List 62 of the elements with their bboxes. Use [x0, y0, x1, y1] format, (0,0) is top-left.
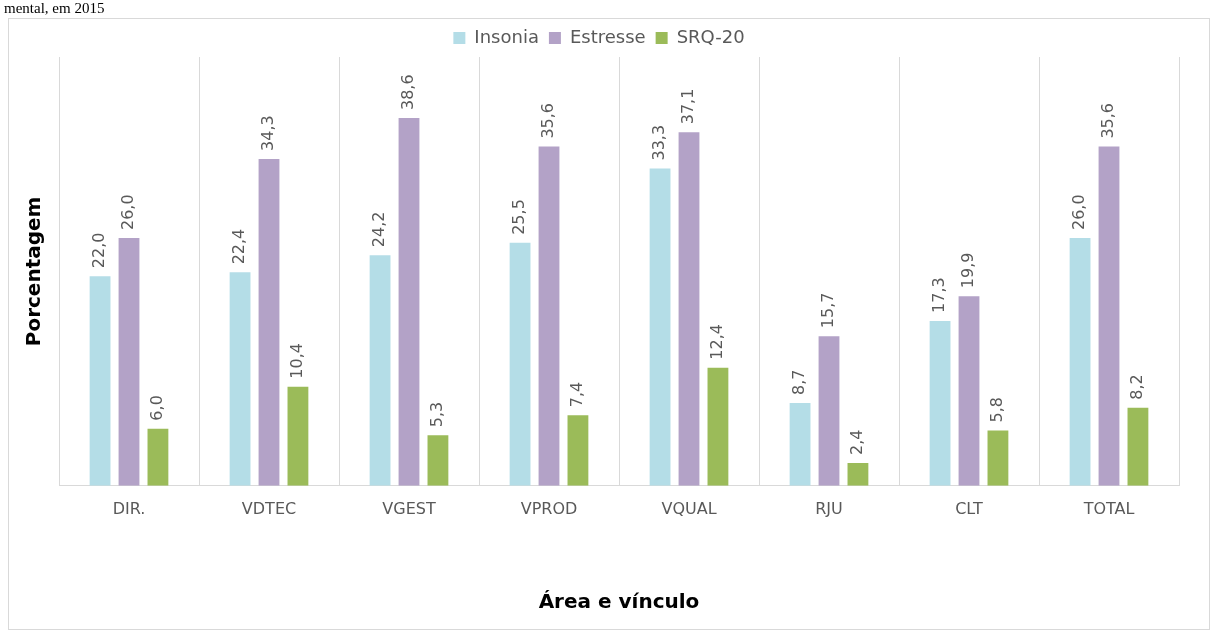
data-label: 24,2 — [369, 211, 389, 248]
data-label: 17,3 — [929, 277, 949, 313]
bar — [567, 415, 589, 486]
y-axis-title: Porcentagem — [21, 196, 46, 347]
bar — [538, 146, 560, 486]
x-tick-label: CLT — [955, 498, 984, 518]
x-axis-title: Área e vínculo — [538, 589, 700, 614]
bar — [958, 296, 980, 486]
x-tick-label: TOTAL — [1082, 498, 1135, 518]
data-label: 19,9 — [958, 252, 978, 289]
legend-label: Estresse — [569, 25, 646, 47]
bar — [818, 336, 840, 486]
bar — [258, 158, 280, 486]
text: mental, em 2015 — [4, 0, 105, 17]
bar — [1098, 146, 1120, 486]
x-tick-label: VDTEC — [241, 498, 297, 518]
data-label: 34,3 — [258, 115, 278, 151]
bar — [427, 435, 449, 486]
data-label: 37,1 — [678, 88, 698, 125]
data-label: 5,3 — [427, 401, 447, 428]
legend-label: SRQ-20 — [676, 25, 745, 47]
legend-label: Insonia — [474, 25, 539, 47]
data-label: 2,4 — [847, 429, 867, 455]
x-tick-label: VGEST — [382, 498, 436, 518]
data-label: 22,4 — [229, 228, 249, 265]
bar — [147, 428, 169, 486]
bar — [1127, 407, 1149, 486]
data-label: 15,7 — [818, 292, 838, 329]
bar — [929, 320, 951, 486]
bar — [1069, 238, 1091, 486]
bar — [847, 462, 869, 486]
data-label: 6,0 — [147, 395, 167, 421]
data-label: 35,6 — [538, 102, 558, 139]
bar — [369, 255, 391, 486]
x-tick-label: VPROD — [520, 498, 578, 518]
bar — [707, 367, 729, 486]
bar — [678, 132, 700, 486]
data-label: 12,4 — [707, 324, 727, 360]
bar — [89, 276, 111, 486]
data-label: 38,6 — [398, 74, 418, 110]
data-label: 7,4 — [567, 381, 587, 408]
x-tick-label: VQUAL — [661, 498, 717, 518]
data-label: 26,0 — [118, 194, 138, 231]
data-label: 10,4 — [287, 343, 307, 379]
x-tick-label: DIR. — [112, 498, 146, 518]
bar — [287, 386, 309, 486]
data-label: 26,0 — [1069, 194, 1089, 231]
bar — [118, 238, 140, 486]
data-label: 33,3 — [649, 124, 669, 161]
data-label: 35,6 — [1098, 102, 1118, 139]
data-label: 5,8 — [987, 397, 1007, 423]
x-tick-label: RJU — [815, 498, 843, 518]
bar — [229, 272, 251, 486]
data-label: 8,7 — [789, 369, 809, 395]
data-label: 8,2 — [1127, 374, 1147, 400]
data-label: 22,0 — [89, 232, 109, 269]
bar — [398, 117, 420, 486]
bar — [509, 242, 531, 486]
bar — [789, 402, 811, 486]
bar — [987, 430, 1009, 486]
data-label: 25,5 — [509, 199, 529, 235]
bar — [649, 168, 671, 486]
